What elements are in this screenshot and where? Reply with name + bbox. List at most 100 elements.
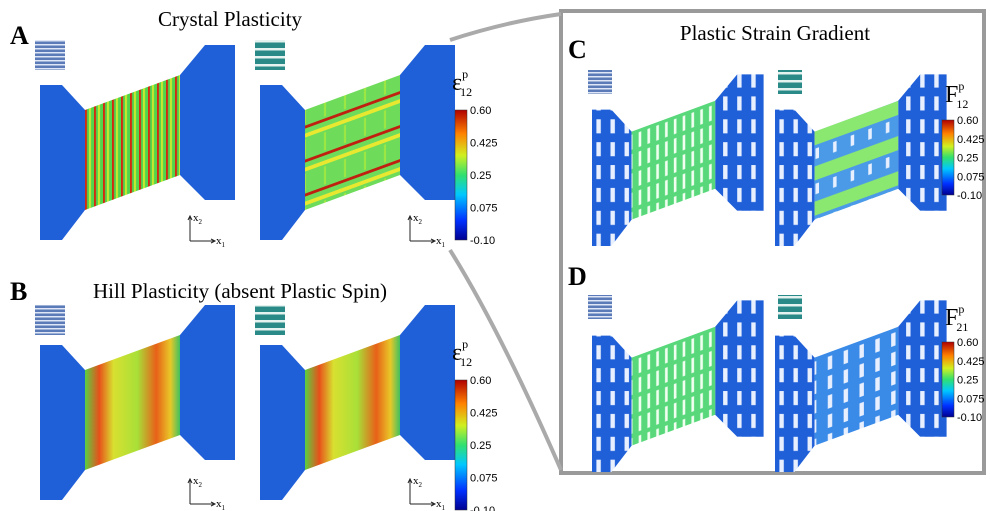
axis-sub: 2 bbox=[199, 218, 203, 226]
axes-triad: x2 x1 bbox=[188, 212, 226, 249]
grip bbox=[180, 305, 235, 460]
lattice-icon bbox=[778, 70, 802, 94]
panel-letter: C bbox=[568, 35, 587, 64]
grip bbox=[400, 305, 455, 460]
axis-label: x1 bbox=[216, 235, 226, 249]
colorbar-tick-label: 0.60 bbox=[957, 115, 978, 127]
colorbar-tick-label: 0.25 bbox=[470, 170, 491, 182]
grip bbox=[715, 300, 763, 436]
colorbar-tick-label: 0.425 bbox=[957, 134, 985, 146]
axis-label: x2 bbox=[193, 212, 203, 226]
gauge bbox=[305, 75, 400, 210]
axis-label: x2 bbox=[413, 212, 423, 226]
colorbar bbox=[455, 380, 467, 510]
grip bbox=[400, 45, 455, 200]
lattice-icon bbox=[35, 40, 65, 70]
colorbar-tick-label: -0.10 bbox=[957, 190, 982, 202]
panel-letter: A bbox=[10, 21, 29, 50]
grip bbox=[260, 85, 305, 240]
axis-sub: 1 bbox=[222, 241, 226, 249]
axis-sub: 1 bbox=[222, 504, 226, 511]
grip bbox=[898, 300, 946, 436]
gauge bbox=[85, 335, 180, 470]
colorbar-tick-label: 0.60 bbox=[957, 337, 978, 349]
axis-sub: 2 bbox=[419, 481, 423, 489]
grip bbox=[775, 110, 815, 246]
lattice-icon bbox=[588, 70, 612, 94]
colorbar bbox=[942, 342, 954, 417]
grip bbox=[592, 336, 632, 472]
specimen bbox=[592, 74, 764, 246]
colorbar-tick-label: 0.60 bbox=[470, 105, 491, 117]
grip bbox=[40, 345, 85, 500]
lattice-icon bbox=[778, 295, 802, 319]
grip bbox=[898, 74, 946, 210]
specimen bbox=[592, 300, 764, 472]
colorbar-tick-label: 0.25 bbox=[957, 375, 978, 387]
colorbar-tick-label: 0.25 bbox=[957, 153, 978, 165]
specimen bbox=[260, 45, 455, 240]
colorbar-tick-label: -0.10 bbox=[470, 505, 495, 511]
gauge bbox=[305, 335, 400, 470]
axis-label: x1 bbox=[436, 498, 446, 511]
lattice-icon bbox=[588, 295, 612, 319]
colorbar-sub: 21 bbox=[956, 320, 968, 334]
panel-title: Hill Plasticity (absent Plastic Spin) bbox=[93, 279, 387, 303]
gauge bbox=[632, 101, 716, 220]
grip bbox=[715, 74, 763, 210]
colorbar bbox=[942, 120, 954, 195]
colorbar-tick-label: -0.10 bbox=[470, 235, 495, 247]
panel-title: Plastic Strain Gradient bbox=[680, 21, 870, 45]
colorbar-tick-label: 0.075 bbox=[957, 171, 985, 183]
axis-sub: 2 bbox=[419, 218, 423, 226]
axis-label: x2 bbox=[193, 475, 203, 489]
figure: A Crystal Plasticity x2 x1 x2 x1 εp12 0.60 0.425… bbox=[0, 0, 990, 511]
lattice-icon bbox=[255, 305, 285, 335]
axis-sub: 1 bbox=[442, 504, 446, 511]
axes-triad: x2 x1 bbox=[408, 212, 446, 249]
colorbar-sup: p bbox=[958, 79, 964, 93]
axis-sub: 1 bbox=[442, 241, 446, 249]
lattice-icon bbox=[35, 305, 65, 335]
colorbar-tick-label: 0.425 bbox=[957, 356, 985, 368]
panel-letter: D bbox=[568, 262, 587, 291]
gauge bbox=[815, 101, 899, 220]
panel-title: Crystal Plasticity bbox=[158, 7, 303, 31]
colorbar-tick-label: 0.425 bbox=[470, 138, 498, 150]
specimen bbox=[775, 300, 947, 472]
grip bbox=[592, 110, 632, 246]
axis-label: x1 bbox=[216, 498, 226, 511]
colorbar-tick-label: 0.25 bbox=[470, 440, 491, 452]
colorbar-tick-label: -0.10 bbox=[957, 412, 982, 424]
specimen bbox=[260, 305, 455, 500]
grip bbox=[775, 336, 815, 472]
colorbar-sup: p bbox=[462, 337, 468, 351]
grip bbox=[40, 85, 85, 240]
gauge bbox=[815, 327, 899, 446]
colorbar-sub: 12 bbox=[460, 85, 472, 99]
axis-sub: 2 bbox=[199, 481, 203, 489]
specimen bbox=[40, 305, 235, 500]
connector bbox=[450, 14, 561, 40]
colorbar-tick-label: 0.075 bbox=[957, 393, 985, 405]
colorbar-tick-label: 0.425 bbox=[470, 408, 498, 420]
axes-triad: x2 x1 bbox=[188, 475, 226, 511]
gauge bbox=[85, 75, 180, 210]
grip bbox=[260, 345, 305, 500]
grip bbox=[180, 45, 235, 200]
colorbar-sup: p bbox=[958, 302, 964, 316]
colorbar bbox=[455, 110, 467, 240]
lattice-icon bbox=[255, 40, 285, 70]
colorbar-tick-label: 0.075 bbox=[470, 473, 498, 485]
colorbar-tick-label: 0.60 bbox=[470, 375, 491, 387]
gauge bbox=[632, 327, 716, 446]
specimen bbox=[40, 45, 235, 240]
colorbar-sub: 12 bbox=[460, 355, 472, 369]
specimen bbox=[775, 74, 947, 246]
axis-label: x1 bbox=[436, 235, 446, 249]
